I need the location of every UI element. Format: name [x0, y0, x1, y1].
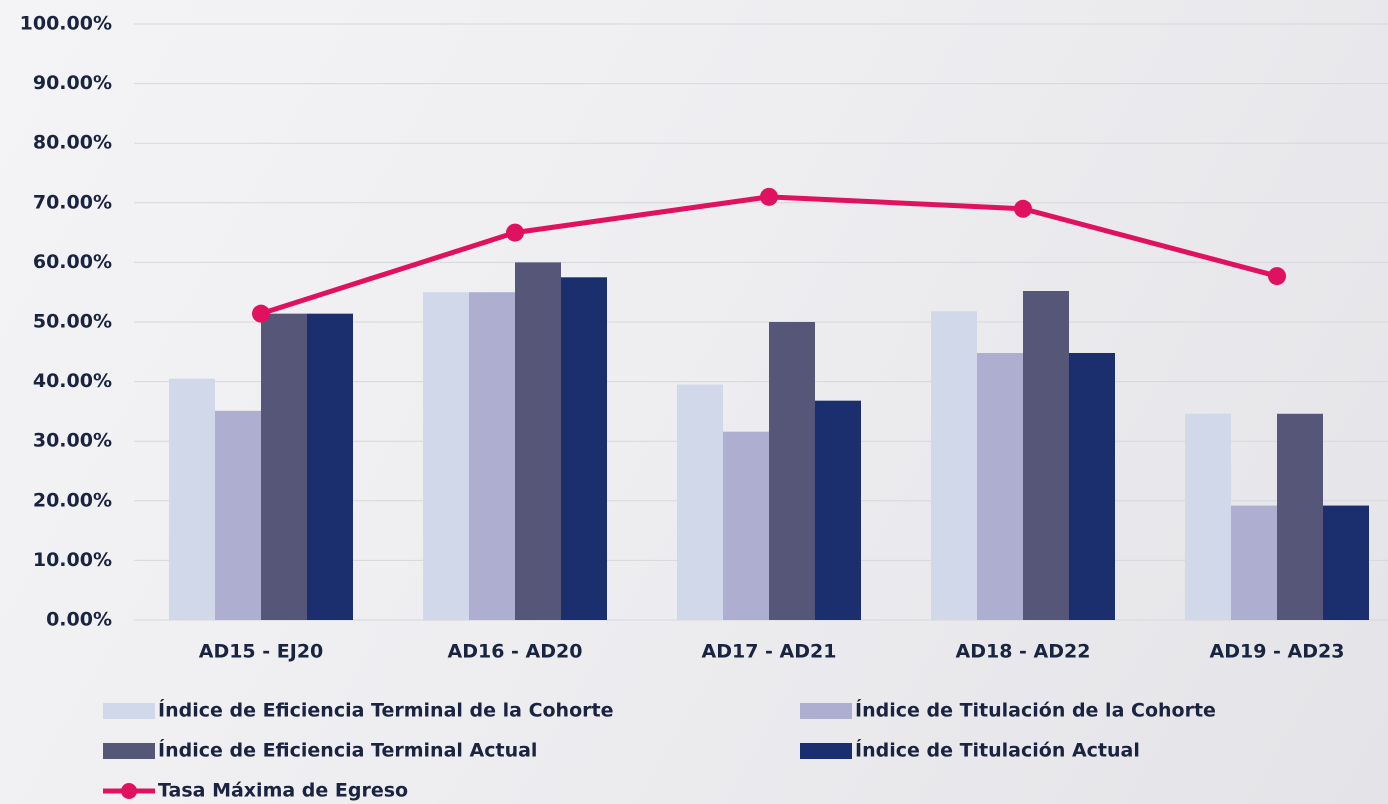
y-tick-label: 90.00%: [33, 72, 112, 94]
bar: [307, 313, 353, 620]
legend-label: Índice de Eficiencia Terminal de la Coho…: [158, 699, 613, 722]
y-tick-label: 40.00%: [33, 370, 112, 392]
x-tick-label: AD15 - EJ20: [199, 641, 324, 663]
bar: [1185, 413, 1231, 620]
x-tick-label: AD17 - AD21: [702, 641, 837, 663]
x-tick-label: AD16 - AD20: [448, 641, 583, 663]
bar: [215, 410, 261, 620]
legend-label: Índice de Titulación Actual: [855, 739, 1140, 762]
legend-swatch: [800, 743, 852, 759]
line: [260, 194, 1278, 317]
line-marker: [506, 223, 524, 242]
bar: [977, 352, 1023, 620]
bar: [561, 277, 607, 620]
bar: [1231, 505, 1277, 620]
bar: [1323, 505, 1369, 620]
bar: [1023, 291, 1069, 620]
y-tick-label: 80.00%: [33, 132, 112, 154]
x-tick-label: AD19 - AD23: [1210, 641, 1345, 663]
line-marker: [760, 187, 778, 206]
legend-swatch: [103, 703, 155, 719]
bar: [261, 313, 307, 620]
y-tick-label: 0.00%: [46, 609, 112, 631]
line-marker: [1268, 267, 1286, 286]
legend-label: Índice de Titulación de la Cohorte: [855, 699, 1216, 722]
legend-swatch: [103, 743, 155, 759]
bar: [169, 378, 215, 620]
bar: [469, 292, 515, 620]
y-tick-label: 50.00%: [33, 311, 112, 333]
legend-label: Tasa Máxima de Egreso: [158, 780, 408, 802]
y-tick-label: 20.00%: [33, 489, 112, 511]
bar: [723, 431, 769, 620]
bar: [1277, 413, 1323, 620]
y-tick-label: 30.00%: [33, 430, 112, 452]
bar: [423, 292, 469, 620]
line-marker: [252, 304, 270, 323]
y-tick-label: 10.00%: [33, 549, 112, 571]
x-tick-label: AD18 - AD22: [956, 641, 1091, 663]
bar: [677, 384, 723, 620]
bar: [1069, 352, 1115, 620]
bar: [769, 322, 815, 620]
y-tick-label: 70.00%: [33, 191, 112, 213]
legend-swatch: [800, 703, 852, 719]
bar: [515, 262, 561, 620]
legend-swatch: [121, 783, 137, 799]
legend-label: Índice de Eficiencia Terminal Actual: [158, 739, 537, 762]
bar: [931, 311, 977, 620]
y-tick-label: 100.00%: [20, 13, 112, 35]
y-tick-label: 60.00%: [33, 251, 112, 273]
bar: [815, 400, 861, 620]
line-marker: [1014, 199, 1032, 218]
